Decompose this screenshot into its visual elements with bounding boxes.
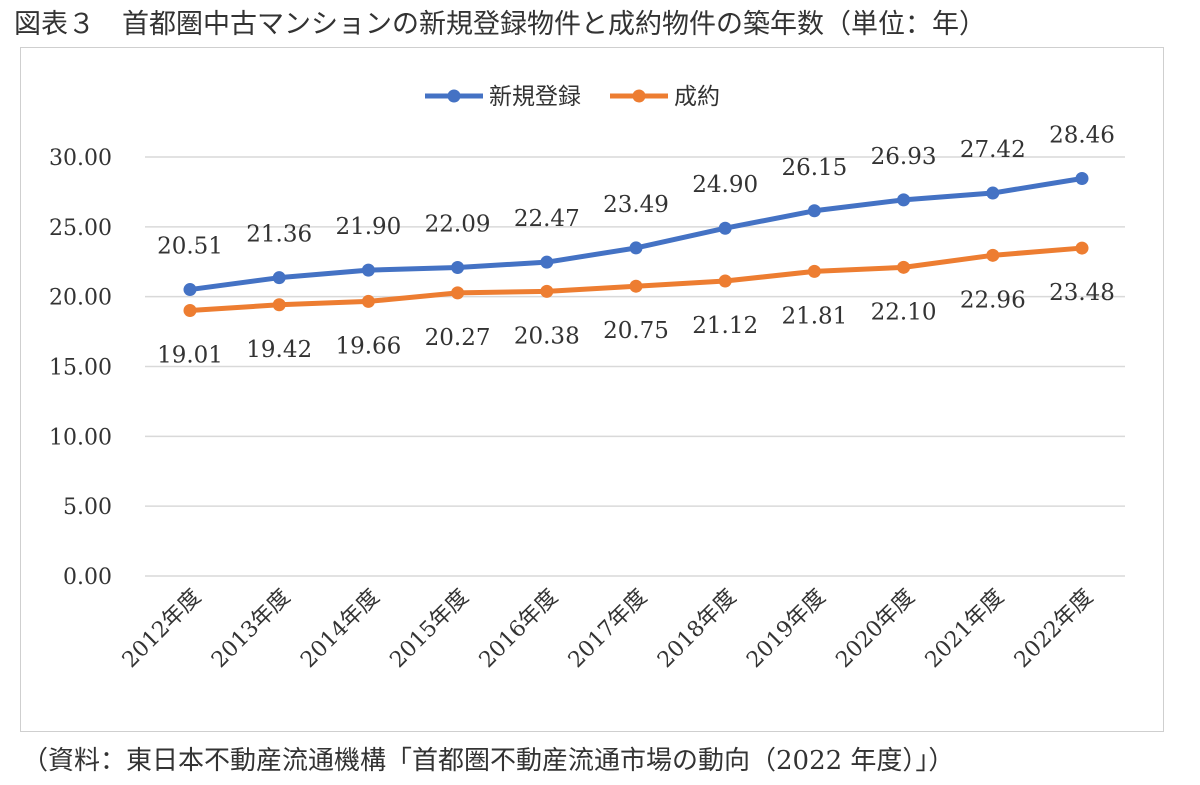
data-point (451, 286, 465, 300)
x-tick-label: 2022年度 (1010, 585, 1098, 673)
x-tick-label: 2019年度 (742, 585, 830, 673)
x-tick-label: 2014年度 (296, 585, 384, 673)
data-label: 21.90 (335, 214, 401, 240)
data-label: 22.47 (514, 206, 580, 232)
legend-marker (632, 89, 646, 103)
y-tick-label: 15.00 (49, 356, 112, 381)
data-label: 24.90 (692, 172, 758, 198)
y-tick-label: 25.00 (49, 216, 112, 241)
x-tick-label: 2017年度 (564, 585, 652, 673)
x-tick-label: 2020年度 (831, 585, 919, 673)
x-tick-label: 2021年度 (921, 585, 1009, 673)
y-tick-label: 20.00 (49, 286, 112, 311)
data-point (272, 271, 286, 285)
data-point (540, 255, 554, 269)
y-tick-label: 10.00 (49, 425, 112, 450)
data-label: 20.75 (603, 318, 669, 344)
x-tick-label: 2018年度 (653, 585, 741, 673)
legend-label: 成約 (674, 84, 720, 110)
data-point (718, 274, 732, 288)
chart-title: 図表３ 首都圏中古マンションの新規登録物件と成約物件の築年数（単位：年） (14, 9, 986, 40)
y-tick-label: 5.00 (63, 495, 112, 520)
data-point (1075, 241, 1089, 255)
data-label: 20.27 (425, 325, 491, 351)
data-label: 26.93 (871, 144, 937, 170)
data-point (897, 260, 911, 274)
x-tick-label: 2016年度 (475, 585, 563, 673)
data-point (183, 283, 197, 297)
data-label: 22.96 (960, 287, 1026, 313)
data-point (986, 186, 1000, 200)
series-line (189, 245, 1083, 313)
data-point (807, 264, 821, 278)
data-label: 28.46 (1049, 123, 1115, 149)
data-point (629, 241, 643, 255)
data-label: 22.09 (425, 211, 491, 237)
data-point (361, 294, 375, 308)
x-tick-label: 2015年度 (385, 585, 473, 673)
chart-frame (20, 47, 1164, 732)
data-label: 27.42 (960, 137, 1026, 163)
legend-label: 新規登録 (489, 84, 581, 110)
data-label: 19.42 (246, 337, 312, 363)
x-tick-label: 2012年度 (118, 585, 206, 673)
data-point (272, 298, 286, 312)
y-tick-label: 30.00 (49, 146, 112, 171)
data-label: 20.51 (157, 234, 223, 260)
data-point (1075, 172, 1089, 186)
data-point (451, 260, 465, 274)
source-note: （資料：東日本不動産流通機構「首都圏不動産流通市場の動向（2022 年度）」） (22, 746, 955, 776)
data-label: 20.38 (514, 323, 580, 349)
data-label: 23.48 (1049, 280, 1115, 306)
data-label: 21.81 (781, 303, 847, 329)
data-point (361, 263, 375, 277)
legend-marker (447, 89, 461, 103)
data-label: 22.10 (871, 299, 937, 325)
data-label: 21.36 (246, 222, 312, 248)
data-label: 26.15 (781, 155, 847, 181)
data-label: 23.49 (603, 192, 669, 218)
data-label: 19.66 (335, 333, 401, 359)
data-label: 21.12 (692, 313, 758, 339)
data-point (986, 248, 1000, 262)
data-point (718, 221, 732, 235)
data-point (183, 303, 197, 317)
x-tick-label: 2013年度 (207, 585, 295, 673)
data-point (629, 279, 643, 293)
y-tick-label: 0.00 (63, 565, 112, 590)
data-point (897, 193, 911, 207)
data-point (540, 284, 554, 298)
data-point (807, 204, 821, 218)
data-label: 19.01 (157, 342, 223, 368)
